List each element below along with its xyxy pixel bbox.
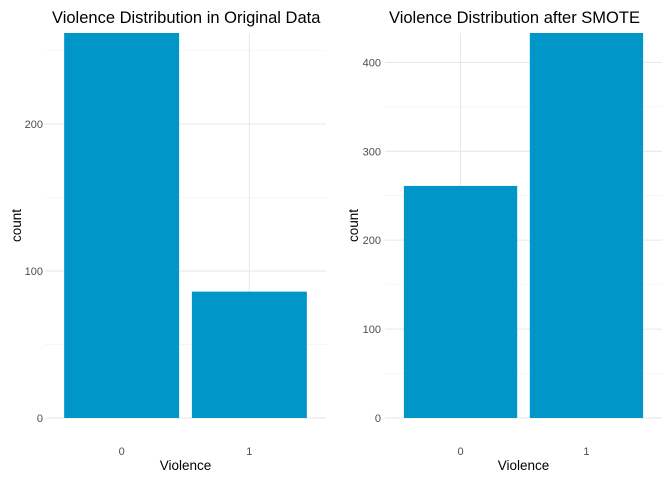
y-tick-label: 100 (363, 324, 381, 336)
x-axis-label: Violence (160, 458, 212, 473)
x-axis-label: Violence (498, 458, 550, 473)
bar-1 (191, 291, 307, 418)
y-tick-label: 100 (25, 266, 43, 278)
bar-0 (403, 185, 518, 418)
y-tick-label: 0 (37, 413, 43, 425)
y-axis-label: count (346, 209, 361, 242)
chart-title: Violence Distribution after SMOTE (389, 9, 640, 27)
x-tick-label: 0 (119, 446, 125, 458)
bar-1 (529, 33, 644, 418)
x-tick-label: 0 (457, 446, 463, 458)
x-tick-label: 1 (583, 446, 589, 458)
y-tick-label: 200 (25, 119, 43, 131)
chart-panel-1: 0 100 200 0 1 Violence Distribution in Origin… (9, 9, 326, 473)
chart-panel-2: 0 100 200 300 400 0 1 Violence Distribution aft… (346, 9, 662, 473)
y-tick-label: 200 (363, 235, 381, 247)
y-tick-label: 400 (363, 57, 381, 69)
x-tick-label: 1 (246, 446, 252, 458)
chart-title: Violence Distribution in Original Data (52, 9, 321, 27)
bar-0 (64, 33, 180, 418)
y-axis-label: count (9, 209, 24, 242)
y-tick-label: 300 (363, 146, 381, 158)
y-tick-label: 0 (375, 413, 381, 425)
